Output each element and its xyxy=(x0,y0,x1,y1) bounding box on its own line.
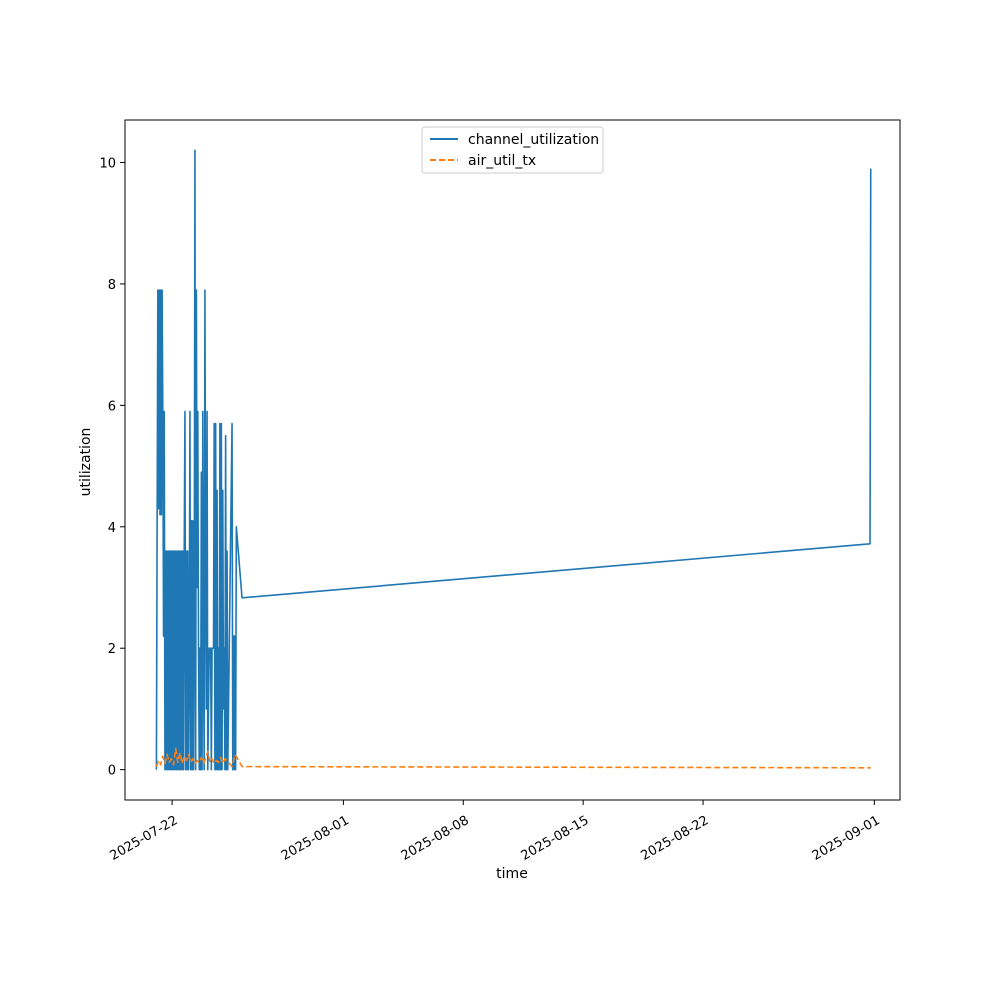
y-tick-label: 0 xyxy=(108,764,116,779)
y-axis: 0 2 4 6 8 10 xyxy=(99,157,125,779)
legend-box xyxy=(421,126,604,174)
x-tick-label: 2025-07-22 xyxy=(108,813,181,864)
series-line-channel-utilization xyxy=(155,149,872,771)
x-tick-label: 2025-08-01 xyxy=(279,813,352,864)
y-tick-label: 2 xyxy=(108,642,116,657)
y-tick-label: 4 xyxy=(108,521,116,536)
y-tick-label: 10 xyxy=(99,157,116,172)
x-tick-label: 2025-09-01 xyxy=(810,813,883,864)
series-line-air-util-tx xyxy=(155,747,871,769)
plot-frame xyxy=(124,119,901,801)
x-axis: 2025-07-22 2025-08-01 2025-08-08 2025-08-15… xyxy=(108,800,883,864)
y-axis-label: utilization xyxy=(78,428,94,497)
plot-lines xyxy=(155,149,872,771)
legend-label-air-util-tx: air_util_tx xyxy=(468,153,536,169)
x-tick-label: 2025-08-22 xyxy=(638,813,711,864)
legend-label-channel-utilization: channel_utilization xyxy=(468,132,599,148)
x-axis-label: time xyxy=(496,866,528,882)
x-tick-label: 2025-08-08 xyxy=(399,813,472,864)
y-tick-label: 8 xyxy=(108,278,116,293)
legend: channel_utilization air_util_tx xyxy=(421,126,604,174)
x-tick-label: 2025-08-15 xyxy=(519,813,592,864)
y-tick-label: 6 xyxy=(108,399,116,414)
